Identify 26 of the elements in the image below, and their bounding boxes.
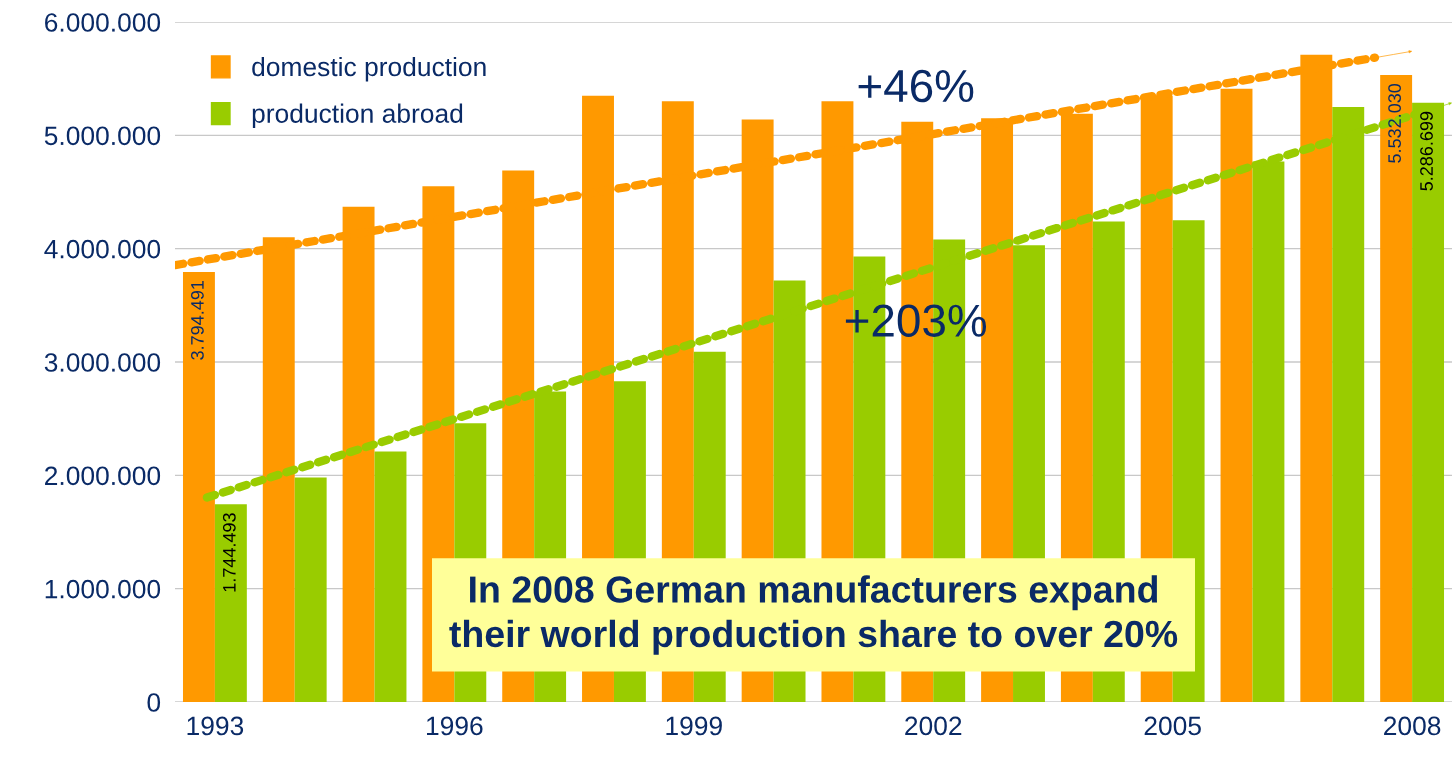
x-tick-label: 2005 xyxy=(1144,716,1201,736)
y-tick-label: 0 xyxy=(147,693,161,712)
y-tick-label: 6.000.000 xyxy=(45,13,161,32)
bar xyxy=(214,504,247,702)
x-tick-label: 2002 xyxy=(905,716,962,736)
annotation: +46% xyxy=(858,69,974,103)
y-tick-label: 4.000.000 xyxy=(44,239,161,259)
y-tick-label: 1.000.000 xyxy=(45,579,161,599)
x-tick-label: 2008 xyxy=(1384,716,1441,736)
legend-label: production abroad xyxy=(252,103,463,129)
data-label: 5.532.030 xyxy=(1388,83,1401,163)
x-tick-label: 1993 xyxy=(187,716,244,736)
bar xyxy=(374,451,407,702)
data-label: 5.286.699 xyxy=(1420,111,1433,191)
bar xyxy=(182,271,215,702)
legend-label: domestic production xyxy=(252,56,486,82)
x-tick-label: 1999 xyxy=(666,716,722,736)
y-tick-label: 2.000.000 xyxy=(45,466,161,486)
annotation: In 2008 German manufacturers expand their world production share to over 20% xyxy=(449,575,1178,655)
data-label: 1.744.493 xyxy=(222,513,236,592)
y-tick-label: 5.000.000 xyxy=(44,126,161,146)
bar xyxy=(1380,75,1413,702)
bar xyxy=(294,477,327,702)
x-tick-label: 1996 xyxy=(427,716,483,736)
y-tick-label: 3.000.000 xyxy=(44,353,161,372)
data-label: 3.794.491 xyxy=(191,280,204,360)
